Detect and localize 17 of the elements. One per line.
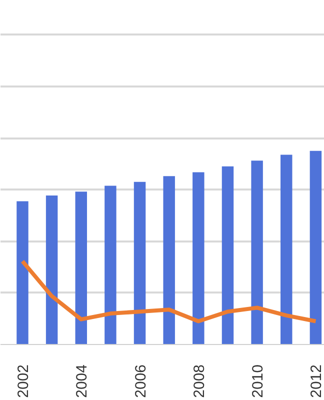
bar	[222, 166, 234, 344]
bar	[104, 186, 116, 344]
x-tick-label: 2010	[250, 364, 267, 398]
x-tick-label: 2012	[308, 364, 324, 398]
bar	[310, 150, 322, 344]
bar	[163, 176, 175, 344]
x-tick-label: 2006	[132, 364, 150, 398]
bar	[46, 195, 58, 344]
bar	[192, 172, 204, 344]
bar	[134, 182, 146, 344]
bar	[280, 154, 292, 344]
bar	[251, 160, 263, 344]
bar	[16, 201, 28, 344]
x-tick-label: 2004	[74, 364, 91, 398]
x-tick-label: 2008	[190, 364, 208, 398]
bar	[75, 192, 87, 344]
x-tick-label: 2002	[14, 364, 32, 398]
